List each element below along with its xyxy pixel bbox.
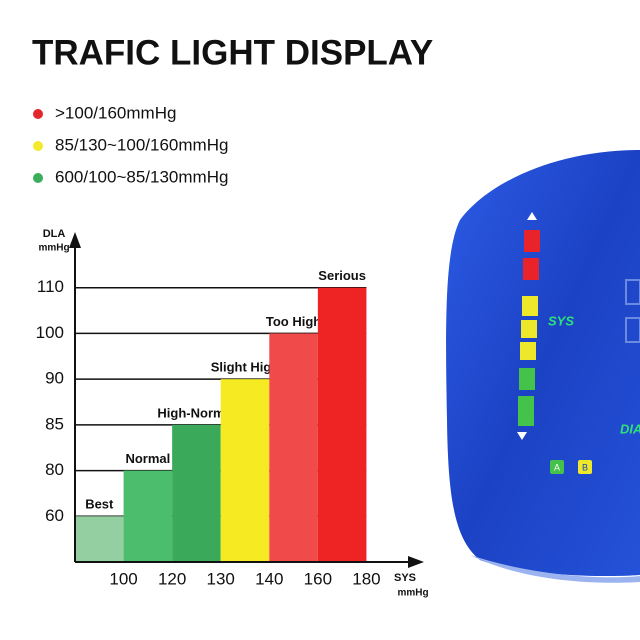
user-b: B bbox=[582, 462, 588, 472]
x-tick-label: 140 bbox=[255, 569, 283, 588]
legend-dot bbox=[33, 141, 43, 151]
bar bbox=[317, 287, 367, 562]
y-tick-label: 90 bbox=[45, 369, 64, 388]
legend-label: >100/160mmHg bbox=[55, 103, 176, 122]
y-axis-label: mmHg bbox=[38, 243, 69, 254]
arrow-up bbox=[527, 212, 537, 220]
title: TRAFIC LIGHT DISPLAY bbox=[32, 33, 433, 72]
device: SYS DIA A B bbox=[446, 150, 640, 583]
y-axis-label: DLA bbox=[43, 228, 66, 240]
bar bbox=[123, 470, 173, 562]
led-yellow bbox=[520, 342, 536, 360]
bar bbox=[75, 516, 124, 562]
bar bbox=[269, 333, 318, 562]
x-tick-label: 120 bbox=[158, 569, 186, 588]
led-green bbox=[519, 368, 535, 390]
x-tick-label: 180 bbox=[352, 569, 380, 588]
led-yellow bbox=[521, 320, 537, 338]
chart: 60 80 85 90 100 110 100 120 130 140 160 180 Best Norm… bbox=[36, 228, 429, 599]
x-tick-label: 100 bbox=[109, 569, 137, 588]
device-edge bbox=[470, 555, 640, 583]
digit bbox=[625, 317, 640, 343]
user-b-icon bbox=[578, 460, 592, 474]
dia-label: DIA bbox=[620, 421, 640, 436]
y-tick-label: 100 bbox=[36, 323, 64, 342]
legend-dot bbox=[33, 109, 43, 119]
device-body bbox=[446, 150, 640, 577]
bar-label: Slight High bbox=[211, 360, 280, 375]
arrow-down bbox=[517, 432, 527, 440]
y-tick-label: 80 bbox=[45, 460, 64, 479]
x-axis-arrow bbox=[408, 556, 424, 568]
legend-dot bbox=[33, 173, 43, 183]
bar-label: Normal bbox=[125, 451, 170, 466]
y-tick-label: 85 bbox=[45, 414, 64, 433]
bar-label: Serious bbox=[318, 268, 366, 283]
bar-label: Best bbox=[85, 497, 114, 512]
bar-label: Too High bbox=[266, 314, 321, 329]
y-tick-label: 110 bbox=[37, 277, 64, 296]
led-yellow bbox=[522, 296, 538, 316]
x-tick-label: 130 bbox=[207, 569, 235, 588]
x-axis-label: mmHg bbox=[397, 588, 428, 599]
sys-label: SYS bbox=[548, 313, 574, 328]
legend-label: 600/100~85/130mmHg bbox=[55, 167, 228, 186]
legend-label: 85/130~100/160mmHg bbox=[55, 135, 228, 154]
user-a: A bbox=[554, 462, 560, 472]
x-axis-label: SYS bbox=[394, 572, 416, 584]
bar bbox=[220, 379, 270, 562]
x-tick-label: 160 bbox=[304, 569, 332, 588]
led-red bbox=[524, 230, 540, 252]
user-a-icon bbox=[550, 460, 564, 474]
bar-label: High-Normal bbox=[157, 405, 235, 420]
y-tick-label: 60 bbox=[45, 506, 64, 525]
bar bbox=[172, 424, 221, 562]
digit bbox=[625, 279, 640, 305]
led-red bbox=[523, 258, 539, 280]
y-axis-arrow bbox=[69, 232, 81, 248]
led-green bbox=[518, 396, 534, 426]
